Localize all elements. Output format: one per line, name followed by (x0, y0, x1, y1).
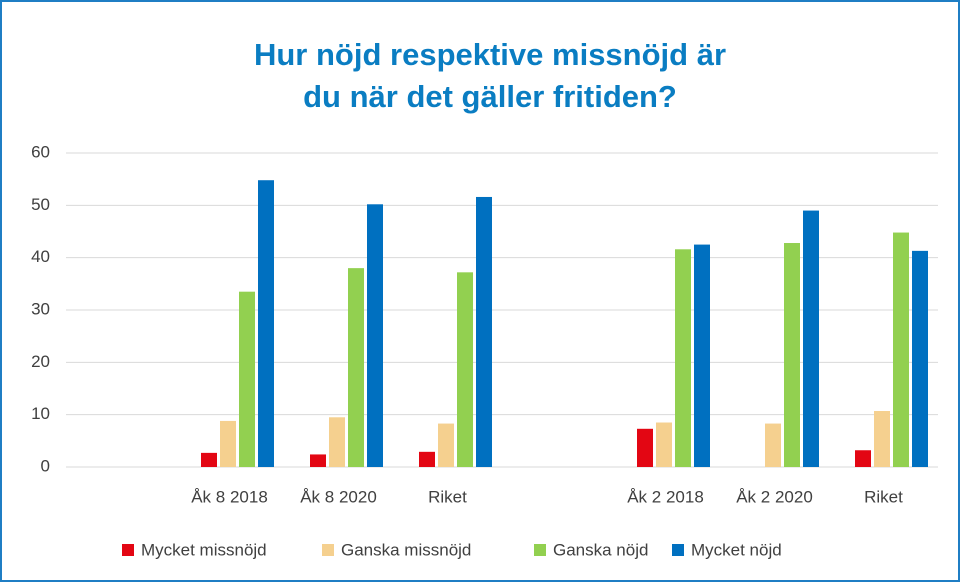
y-tick-label: 40 (31, 247, 50, 266)
legend-swatch (322, 544, 334, 556)
y-tick-label: 0 (41, 456, 50, 475)
y-tick-label: 30 (31, 299, 50, 318)
bar (239, 291, 255, 467)
bar (637, 428, 653, 467)
bar (348, 268, 364, 467)
bar (874, 411, 890, 467)
legend-label: Ganska missnöjd (341, 540, 471, 559)
bar (855, 450, 871, 467)
bar (656, 422, 672, 467)
x-tick-label: Åk 2 2020 (736, 487, 813, 506)
bar (784, 243, 800, 467)
legend-label: Mycket nöjd (691, 540, 782, 559)
bar (893, 232, 909, 467)
bar (476, 196, 492, 467)
bar (912, 250, 928, 467)
y-tick-label: 60 (31, 142, 50, 161)
chart-title: Hur nöjd respektive missnöjd är du när de… (254, 37, 726, 114)
legend-swatch (122, 544, 134, 556)
y-tick-label: 20 (31, 352, 50, 371)
bar (201, 452, 217, 467)
bar (258, 180, 274, 468)
bar (765, 423, 781, 467)
bar (367, 204, 383, 467)
bar (329, 417, 345, 467)
legend-swatch (672, 544, 684, 556)
bar (419, 451, 435, 467)
bar (220, 420, 236, 467)
x-tick-label: Åk 2 2018 (627, 487, 704, 506)
y-tick-label: 50 (31, 195, 50, 214)
legend-label: Mycket missnöjd (141, 540, 267, 559)
y-tick-label: 10 (31, 404, 50, 423)
x-tick-label: Riket (864, 487, 903, 506)
legend-swatch (534, 544, 546, 556)
bar (310, 454, 326, 467)
legend-label: Ganska nöjd (553, 540, 648, 559)
bar (438, 423, 454, 467)
bar (694, 244, 710, 467)
x-tick-label: Riket (428, 487, 467, 506)
x-tick-label: Åk 8 2018 (191, 487, 268, 506)
bar (457, 272, 473, 467)
x-tick-label: Åk 8 2020 (300, 487, 377, 506)
bar (675, 249, 691, 467)
bar (803, 210, 819, 468)
